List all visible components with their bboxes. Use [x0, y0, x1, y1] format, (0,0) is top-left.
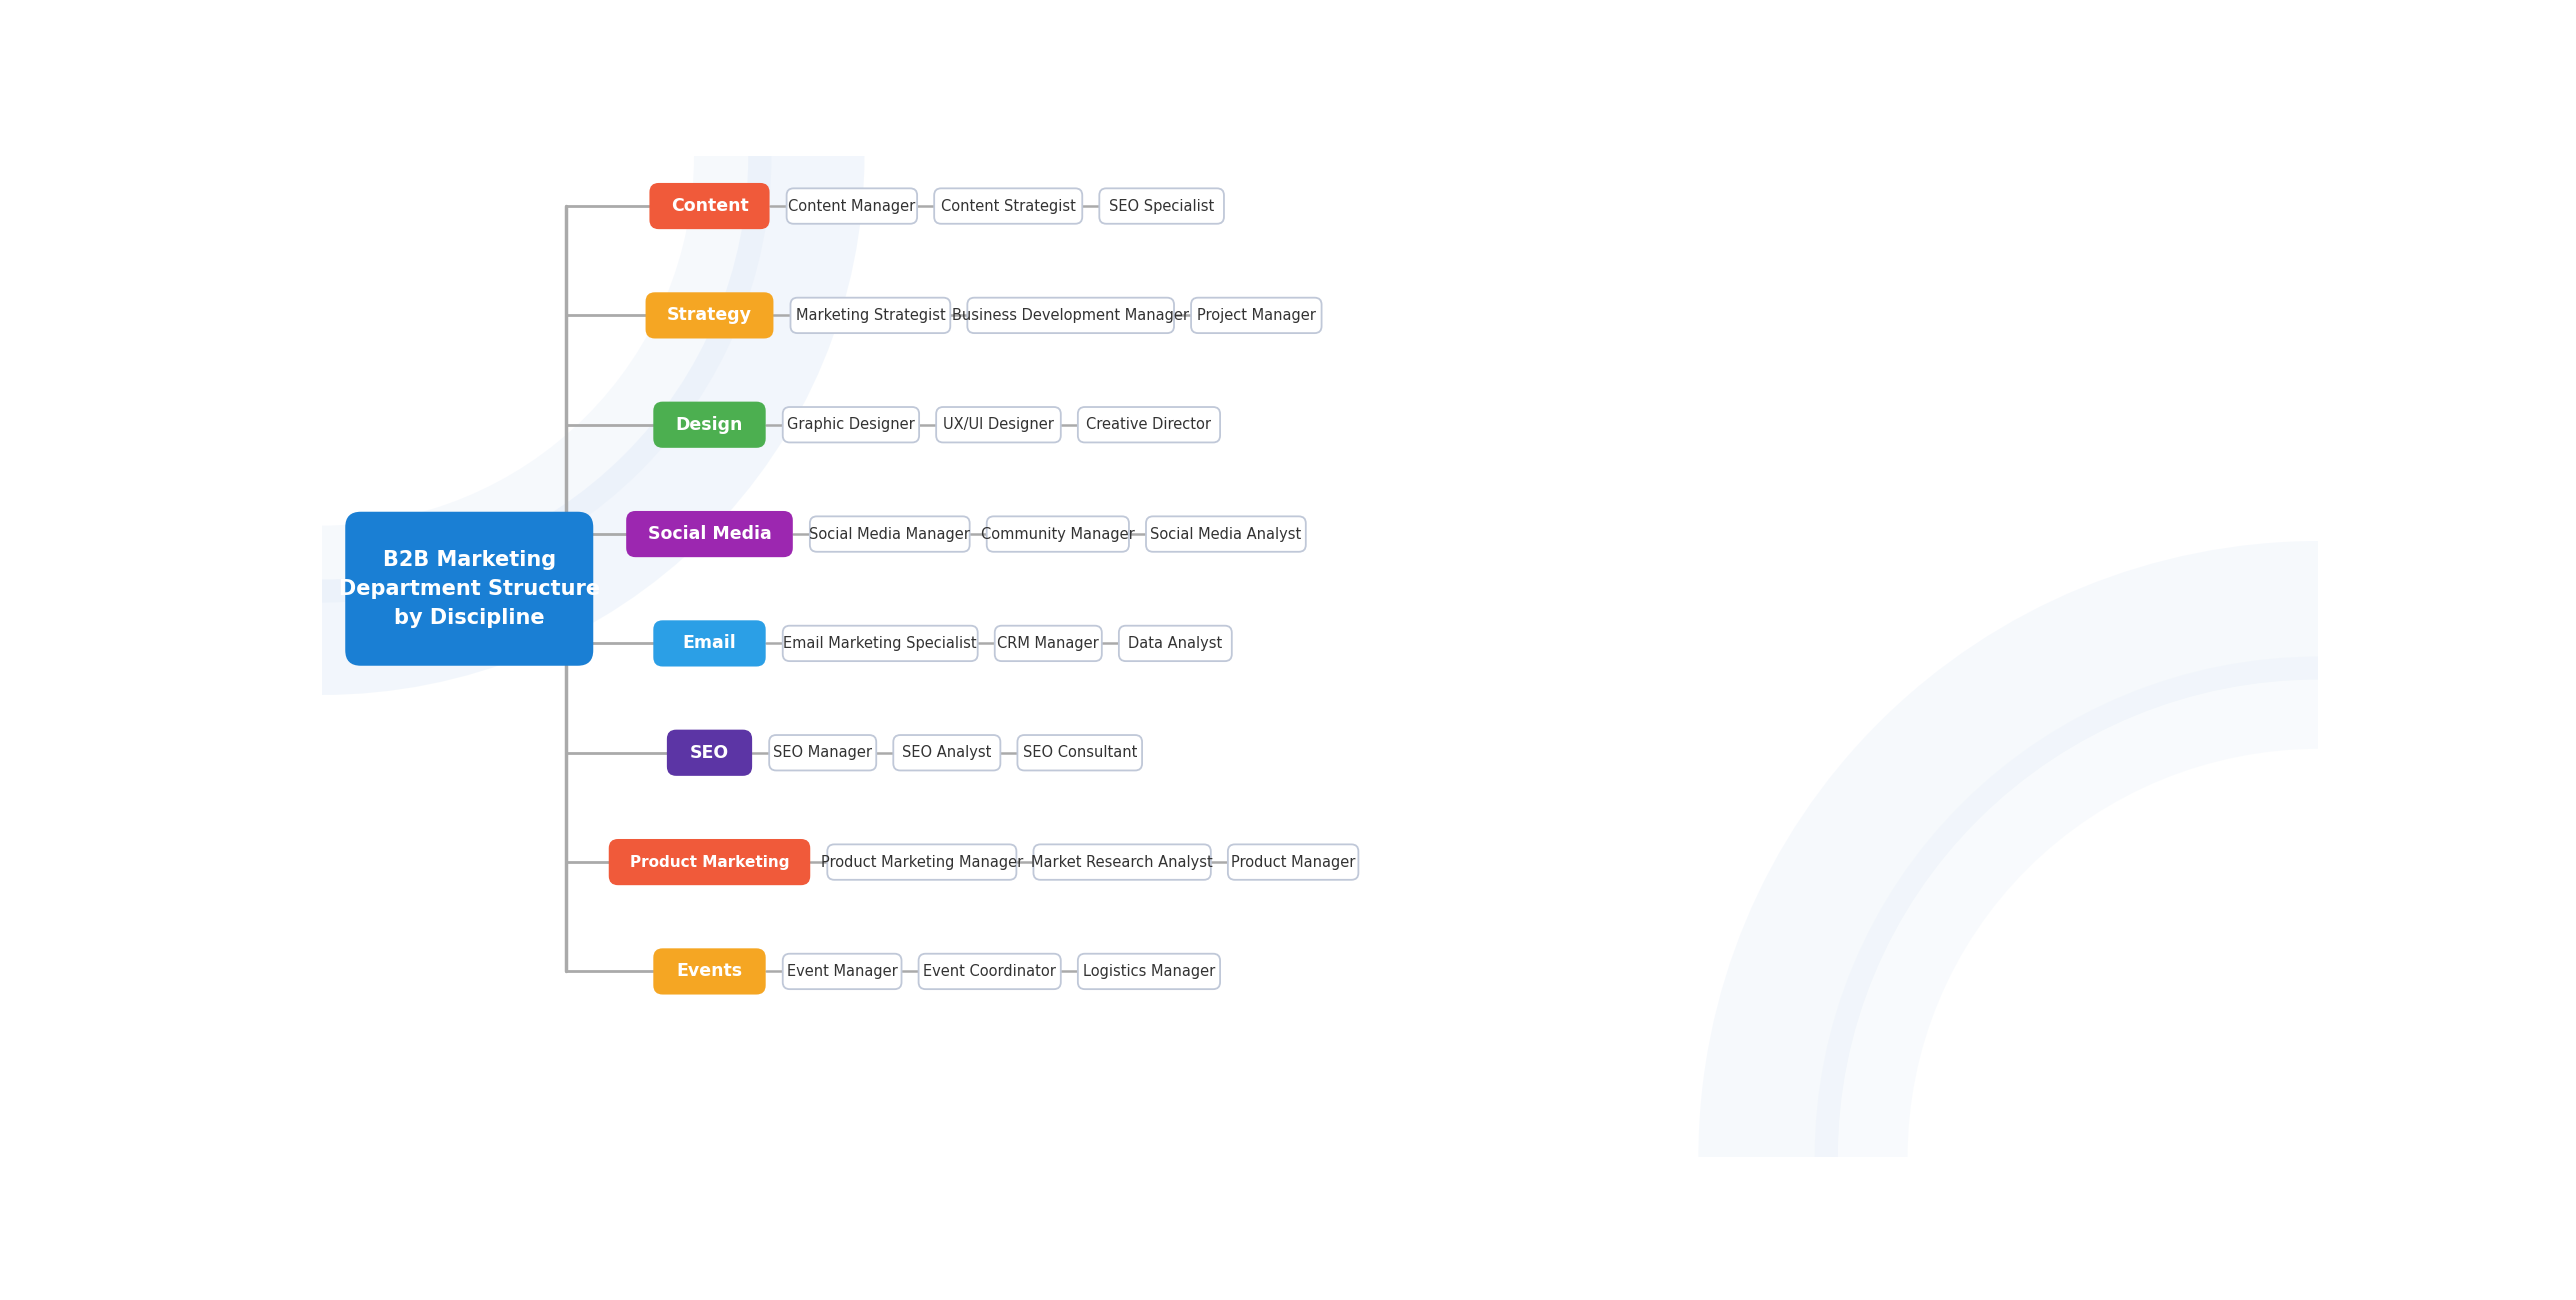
- FancyBboxPatch shape: [786, 188, 917, 224]
- FancyBboxPatch shape: [1146, 516, 1306, 551]
- FancyBboxPatch shape: [994, 625, 1103, 662]
- Wedge shape: [322, 156, 770, 603]
- Text: Social Media: Social Media: [647, 525, 770, 543]
- Text: UX/UI Designer: UX/UI Designer: [943, 417, 1054, 432]
- Text: Creative Director: Creative Director: [1087, 417, 1211, 432]
- FancyBboxPatch shape: [894, 734, 999, 771]
- FancyBboxPatch shape: [667, 729, 752, 776]
- Text: SEO Analyst: SEO Analyst: [902, 745, 992, 760]
- FancyBboxPatch shape: [770, 734, 876, 771]
- Text: Logistics Manager: Logistics Manager: [1082, 963, 1216, 979]
- Text: Data Analyst: Data Analyst: [1128, 636, 1224, 651]
- FancyBboxPatch shape: [1229, 845, 1358, 880]
- Wedge shape: [1698, 541, 2318, 1157]
- Text: Email: Email: [683, 634, 737, 653]
- Wedge shape: [1814, 656, 2318, 1157]
- FancyBboxPatch shape: [626, 511, 793, 558]
- Text: Project Manager: Project Manager: [1198, 308, 1316, 322]
- FancyBboxPatch shape: [608, 838, 811, 885]
- Text: Email Marketing Specialist: Email Marketing Specialist: [783, 636, 976, 651]
- FancyBboxPatch shape: [649, 183, 770, 229]
- Text: B2B Marketing
Department Structure
by Discipline: B2B Marketing Department Structure by Di…: [337, 550, 600, 628]
- Text: Product Marketing Manager: Product Marketing Manager: [822, 854, 1023, 870]
- FancyBboxPatch shape: [647, 292, 773, 338]
- FancyBboxPatch shape: [969, 298, 1175, 333]
- FancyBboxPatch shape: [783, 407, 920, 442]
- FancyBboxPatch shape: [791, 298, 951, 333]
- FancyBboxPatch shape: [987, 516, 1128, 551]
- FancyBboxPatch shape: [1100, 188, 1224, 224]
- FancyBboxPatch shape: [1033, 845, 1211, 880]
- Text: SEO: SEO: [690, 744, 729, 762]
- FancyBboxPatch shape: [783, 954, 902, 989]
- FancyBboxPatch shape: [935, 188, 1082, 224]
- Text: CRM Manager: CRM Manager: [997, 636, 1100, 651]
- FancyBboxPatch shape: [935, 407, 1061, 442]
- Text: SEO Specialist: SEO Specialist: [1110, 199, 1213, 213]
- Text: Social Media Manager: Social Media Manager: [809, 526, 971, 542]
- Text: Design: Design: [675, 416, 744, 434]
- FancyBboxPatch shape: [920, 954, 1061, 989]
- Text: Event Coordinator: Event Coordinator: [922, 963, 1056, 979]
- FancyBboxPatch shape: [654, 948, 765, 994]
- FancyBboxPatch shape: [809, 516, 969, 551]
- Text: Content Strategist: Content Strategist: [940, 199, 1077, 213]
- Text: Market Research Analyst: Market Research Analyst: [1030, 854, 1213, 870]
- FancyBboxPatch shape: [1190, 298, 1321, 333]
- Text: Business Development Manager: Business Development Manager: [953, 308, 1190, 322]
- Text: Social Media Analyst: Social Media Analyst: [1151, 526, 1301, 542]
- FancyBboxPatch shape: [827, 845, 1018, 880]
- Text: Content Manager: Content Manager: [788, 199, 914, 213]
- FancyBboxPatch shape: [1077, 407, 1221, 442]
- Text: SEO Manager: SEO Manager: [773, 745, 873, 760]
- Wedge shape: [322, 156, 866, 696]
- FancyBboxPatch shape: [345, 512, 592, 666]
- Text: Graphic Designer: Graphic Designer: [788, 417, 914, 432]
- Text: SEO Consultant: SEO Consultant: [1023, 745, 1136, 760]
- Text: Marketing Strategist: Marketing Strategist: [796, 308, 945, 322]
- Text: Content: Content: [670, 198, 750, 214]
- FancyBboxPatch shape: [1118, 625, 1231, 662]
- Text: Product Marketing: Product Marketing: [629, 854, 788, 870]
- FancyBboxPatch shape: [1018, 734, 1141, 771]
- Text: Community Manager: Community Manager: [981, 526, 1133, 542]
- FancyBboxPatch shape: [654, 620, 765, 667]
- Text: Event Manager: Event Manager: [786, 963, 896, 979]
- FancyBboxPatch shape: [1077, 954, 1221, 989]
- Text: Strategy: Strategy: [667, 307, 752, 325]
- Text: Events: Events: [677, 962, 742, 980]
- FancyBboxPatch shape: [654, 402, 765, 447]
- FancyBboxPatch shape: [783, 625, 979, 662]
- Text: Product Manager: Product Manager: [1231, 854, 1355, 870]
